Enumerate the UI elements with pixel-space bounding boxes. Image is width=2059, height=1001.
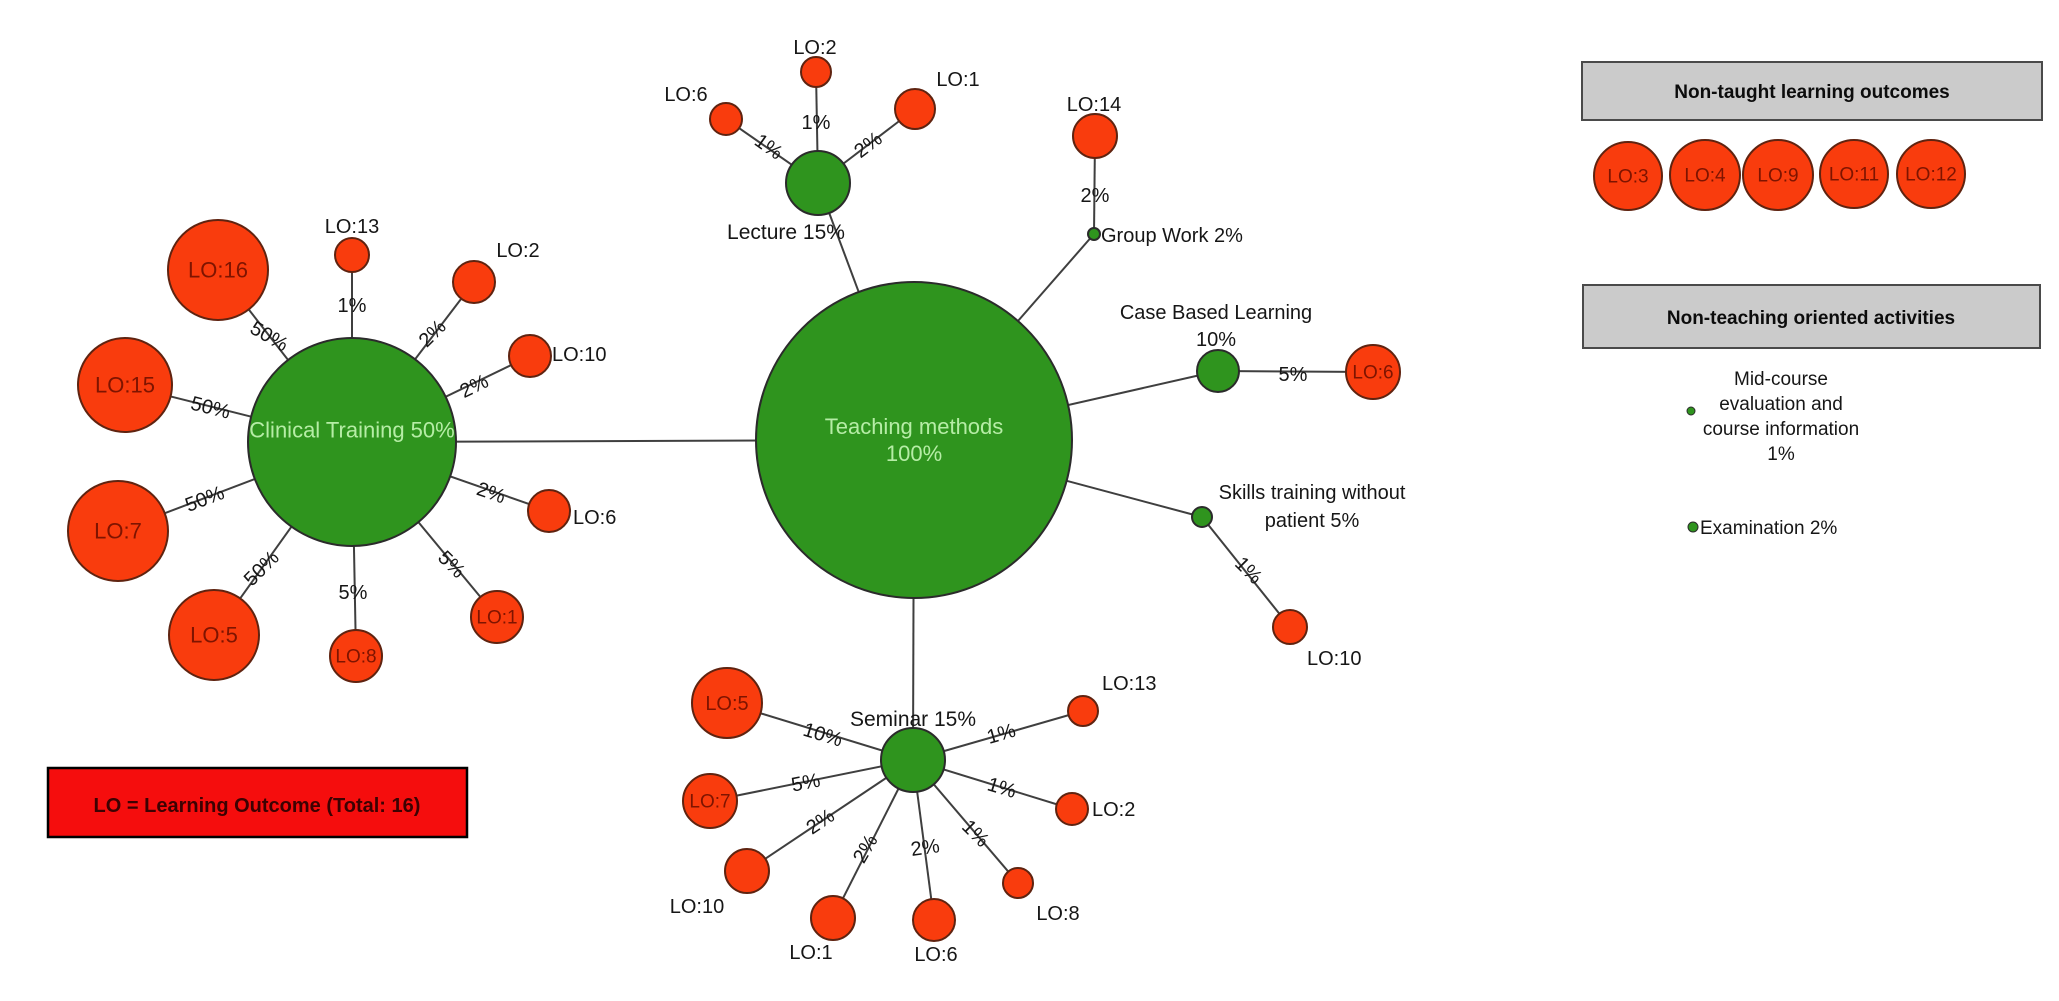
panel-title-non-taught: Non-taught learning outcomes	[1674, 82, 1950, 103]
node-cl_lo13	[334, 237, 370, 273]
node-skills	[1191, 506, 1213, 528]
node-cl_lo16	[167, 219, 269, 321]
node-label-cl_lo7: LO:7	[94, 519, 142, 544]
panel-non-teaching-item-dot-1	[1687, 521, 1699, 533]
node-seminar	[880, 727, 946, 793]
node-sem_lo6	[912, 898, 956, 942]
node-label-seminar: Seminar 15%	[850, 708, 976, 731]
node-label-cbl: Case Based Learning 10%	[1120, 302, 1312, 351]
node-label-cl_lo1: LO:1	[476, 608, 517, 629]
node-label-cl_lo5: LO:5	[190, 623, 238, 648]
node-label-lec_lo2: LO:2	[793, 37, 836, 59]
panel-non-taught-circle-LO:12	[1896, 139, 1966, 209]
edge-seminar-sem_lo7	[709, 759, 914, 802]
node-cl_lo8	[329, 629, 383, 683]
node-label-cl_lo15: LO:15	[95, 373, 155, 398]
edge-label-seminar-sem_lo7: 5%	[790, 770, 823, 797]
node-lecture	[785, 150, 851, 216]
node-label-clinical: Clinical Training 50%	[249, 418, 454, 443]
panel-header-box-non-teaching	[1582, 284, 2041, 349]
edge-label-seminar-sem_lo6: 2%	[909, 835, 941, 861]
node-label-sem_lo10: LO:10	[670, 896, 724, 918]
node-cl_lo6	[527, 489, 571, 533]
panel-non-taught-circle-LO:9	[1742, 139, 1814, 211]
node-sem_lo7	[682, 773, 738, 829]
node-label-sem_lo7: LO:7	[689, 792, 730, 813]
node-label-gw_lo14: LO:14	[1067, 94, 1121, 116]
node-label-sem_lo13: LO:13	[1102, 673, 1156, 695]
legend-text: LO = Learning Outcome (Total: 16)	[94, 795, 421, 817]
node-label-sem_lo2: LO:2	[1092, 799, 1135, 821]
node-label-cl_lo10: LO:10	[552, 344, 606, 366]
node-sem_lo8	[1002, 867, 1034, 899]
node-label-sem_lo8: LO:8	[1036, 903, 1079, 925]
node-label-lecture: Lecture 15%	[727, 221, 845, 244]
node-label-cl_lo16: LO:16	[188, 258, 248, 283]
edge-seminar-sem_lo10	[746, 759, 914, 872]
edge-skills-skills_lo10	[1201, 516, 1291, 628]
node-label-teaching: Teaching methods 100%	[825, 414, 1004, 466]
node-groupwork	[1087, 227, 1101, 241]
node-lec_lo1	[894, 88, 936, 130]
edge-label-clinical-cl_lo13: 1%	[338, 295, 367, 317]
node-lec_lo6	[709, 102, 743, 136]
node-cbl	[1196, 349, 1240, 393]
node-clinical	[247, 337, 457, 547]
legend-box	[46, 766, 469, 839]
node-label-cbl_lo6: LO:6	[1352, 363, 1393, 384]
node-sem_lo13	[1067, 695, 1099, 727]
node-sem_lo2	[1055, 792, 1089, 826]
panel-non-taught-circle-LO:4	[1669, 139, 1741, 211]
panel-non-taught-circle-label-LO:4: LO:4	[1684, 166, 1726, 187]
node-label-cl_lo6: LO:6	[573, 507, 616, 529]
node-sem_lo5	[691, 667, 763, 739]
node-gw_lo14	[1072, 113, 1118, 159]
node-label-skills_lo10: LO:10	[1307, 648, 1361, 670]
node-label-groupwork: Group Work 2%	[1101, 225, 1243, 247]
panel-non-teaching-item-dot-0	[1686, 406, 1696, 416]
edge-label-cbl-cbl_lo6: 5%	[1279, 364, 1308, 386]
edge-label-groupwork-gw_lo14: 2%	[1081, 185, 1110, 207]
node-cl_lo5	[168, 589, 260, 681]
node-label-sem_lo1: LO:1	[789, 942, 832, 964]
panel-non-taught-circle-label-LO:12: LO:12	[1905, 165, 1957, 186]
node-label-sem_lo5: LO:5	[705, 693, 748, 715]
node-cl_lo15	[77, 337, 173, 433]
panel-non-taught-circle-LO:11	[1819, 139, 1889, 209]
node-lec_lo2	[800, 56, 832, 88]
node-sem_lo1	[810, 895, 856, 941]
node-label-skills: Skills training without patient 5%	[1219, 482, 1406, 532]
node-label-sem_lo6: LO:6	[914, 944, 957, 966]
panel-non-taught-circle-LO:3	[1593, 141, 1663, 211]
panel-non-taught-circle-label-LO:11: LO:11	[1829, 165, 1879, 186]
node-cl_lo10	[508, 334, 552, 378]
node-label-cl_lo8: LO:8	[335, 647, 376, 668]
node-skills_lo10	[1272, 609, 1308, 645]
panel-non-teaching-item-text-1: Examination 2%	[1700, 518, 1837, 539]
panel-non-teaching-item-text-0: Mid-course evaluation and course informati…	[1703, 369, 1859, 465]
node-cl_lo1	[470, 590, 524, 644]
panel-non-taught-circle-label-LO:9: LO:9	[1757, 166, 1798, 187]
edge-label-lecture-lec_lo2: 1%	[802, 112, 831, 134]
node-label-lec_lo1: LO:1	[936, 69, 979, 91]
panel-header-box-non-taught	[1581, 61, 2043, 121]
node-cl_lo2	[452, 260, 496, 304]
edge-label-clinical-cl_lo8: 5%	[339, 582, 368, 604]
node-teaching	[755, 281, 1073, 599]
node-label-cl_lo2: LO:2	[496, 240, 539, 262]
node-sem_lo10	[724, 848, 770, 894]
node-label-lec_lo6: LO:6	[664, 84, 707, 106]
node-cbl_lo6	[1345, 344, 1401, 400]
panel-title-non-teaching: Non-teaching oriented activities	[1667, 308, 1955, 329]
node-cl_lo7	[67, 480, 169, 582]
node-label-cl_lo13: LO:13	[325, 216, 379, 238]
panel-non-taught-circle-label-LO:3: LO:3	[1607, 167, 1648, 188]
